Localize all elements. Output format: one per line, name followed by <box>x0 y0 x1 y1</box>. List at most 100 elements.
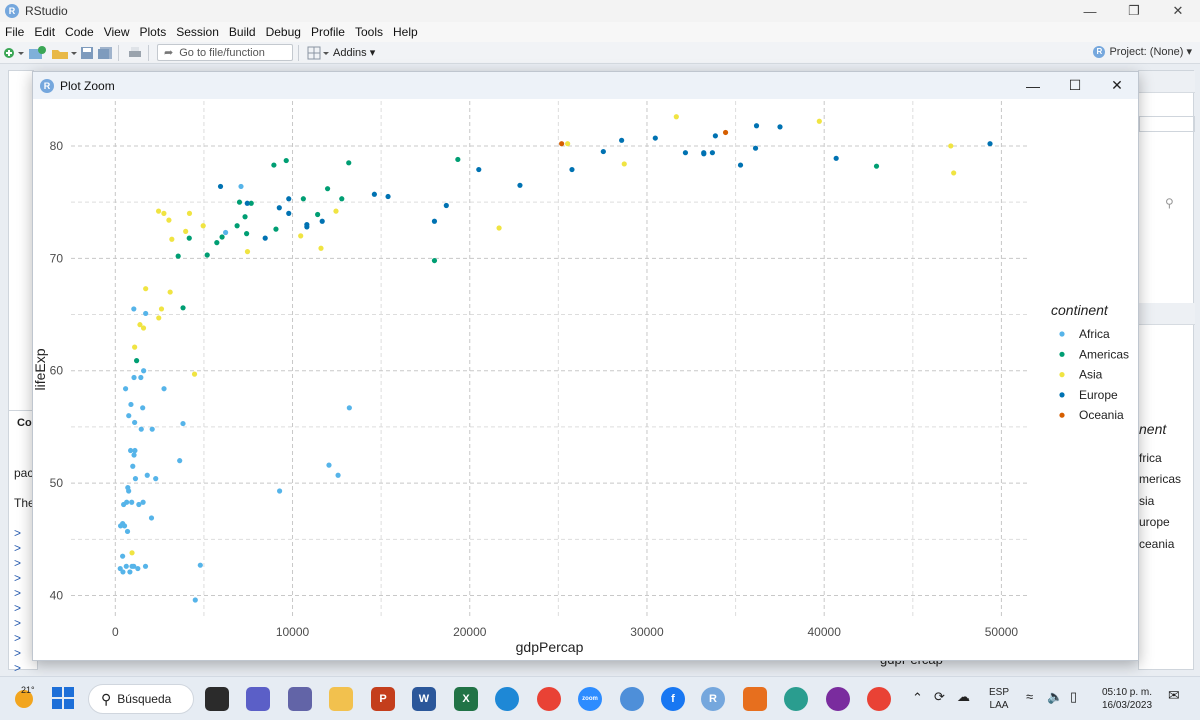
teams-chat-icon[interactable] <box>246 687 270 711</box>
data-point-europe <box>652 135 658 141</box>
search-app-icon[interactable] <box>784 687 808 711</box>
new-file-icon[interactable] <box>3 44 25 62</box>
language-indicator[interactable]: ESP LAA <box>988 687 1009 711</box>
console-tab[interactable]: Co <box>17 417 32 429</box>
menu-code[interactable]: Code <box>65 25 94 39</box>
grid-layout-icon[interactable] <box>307 44 329 62</box>
data-point-europe <box>286 210 292 216</box>
y-axis-label: lifeExp <box>33 348 48 390</box>
sync-icon[interactable]: ⟳ <box>934 689 945 704</box>
data-point-asia <box>183 228 189 234</box>
file-explorer-icon[interactable] <box>329 687 353 711</box>
save-all-icon[interactable] <box>97 44 113 62</box>
weather-widget[interactable]: 21° <box>10 683 40 713</box>
x-tick-label: 0 <box>112 625 119 639</box>
close-icon[interactable]: ✕ <box>1172 3 1184 18</box>
powerpoint-icon[interactable]: P <box>371 687 395 711</box>
taskbar-search[interactable]: ⚲ Búsqueda <box>88 684 194 714</box>
data-point-africa <box>132 476 139 482</box>
pane-search-field[interactable] <box>1139 116 1195 132</box>
edge-browser-icon[interactable] <box>495 687 519 711</box>
tray-overflow-icon[interactable]: ⌃ <box>912 690 923 705</box>
menu-edit[interactable]: Edit <box>34 25 56 39</box>
wifi-icon[interactable]: ≈ <box>1026 689 1034 704</box>
data-point-europe <box>833 155 839 161</box>
zoom-maximize-icon[interactable]: ☐ <box>1068 77 1082 93</box>
task-view-icon[interactable] <box>205 687 229 711</box>
addins-button[interactable]: Addins ▾ <box>333 47 376 59</box>
data-point-africa <box>138 426 144 432</box>
menu-profile[interactable]: Profile <box>310 25 345 39</box>
word-icon[interactable]: W <box>412 687 436 711</box>
project-selector[interactable]: R Project: (None) ▾ <box>1093 45 1192 58</box>
data-point-asia <box>951 170 957 176</box>
bg-legend-item: ceania <box>1139 537 1175 551</box>
data-point-africa <box>140 405 146 411</box>
data-point-americas <box>219 234 225 240</box>
data-point-europe <box>217 183 224 190</box>
data-point-europe <box>682 150 689 156</box>
data-point-africa <box>143 310 149 317</box>
bg-legend-item: frica <box>1139 451 1162 465</box>
save-icon[interactable] <box>80 44 94 62</box>
data-point-americas <box>431 257 438 264</box>
menu-file[interactable]: File <box>5 25 25 39</box>
chrome-profile-icon[interactable] <box>867 687 891 711</box>
menu-help[interactable]: Help <box>393 25 418 39</box>
notifications-icon[interactable]: ✉ <box>1168 687 1180 703</box>
matlab-icon[interactable] <box>743 687 767 711</box>
data-point-africa <box>142 563 149 569</box>
clock[interactable]: 05:10 p. m. 16/03/2023 <box>1101 687 1153 711</box>
menu-plots[interactable]: Plots <box>139 25 167 39</box>
data-point-asia <box>158 306 165 312</box>
environment-pane: ⚲ nent frica mericas sia urope ceania <box>1138 70 1195 670</box>
zoom-app-icon[interactable]: zoom <box>578 687 602 711</box>
zoom-minimize-icon[interactable]: — <box>1026 77 1040 94</box>
data-point-asia <box>137 322 143 328</box>
data-point-asia <box>132 344 138 350</box>
data-point-africa <box>121 523 128 529</box>
vpn-app-icon[interactable] <box>620 687 644 711</box>
widgets-icon[interactable] <box>288 687 312 711</box>
chrome-browser-icon[interactable] <box>537 687 561 711</box>
data-point-asia <box>156 315 162 321</box>
battery-icon[interactable]: ▯ <box>1070 689 1078 704</box>
github-icon[interactable] <box>826 687 850 711</box>
x-axis-label: gdpPercap <box>516 639 584 655</box>
goto-file-function-input[interactable]: ➦ Go to file/function <box>157 44 293 61</box>
minimize-icon[interactable]: — <box>1083 3 1097 19</box>
windows-start-icon[interactable] <box>52 687 74 712</box>
toolbar-divider <box>118 44 119 61</box>
data-point-africa <box>126 413 132 419</box>
legend-key-asia <box>1059 372 1065 378</box>
y-tick-label: 60 <box>50 364 64 378</box>
menu-view[interactable]: View <box>103 25 130 39</box>
menu-session[interactable]: Session <box>176 25 219 39</box>
new-project-icon[interactable] <box>28 44 48 62</box>
open-file-icon[interactable] <box>51 44 77 62</box>
data-point-africa <box>276 488 283 494</box>
search-icon[interactable]: ⚲ <box>1165 196 1174 210</box>
data-point-americas <box>242 214 248 220</box>
cloud-icon[interactable]: ☁ <box>957 689 970 704</box>
menu-debug[interactable]: Debug <box>265 25 301 39</box>
legend-label-americas: Americas <box>1079 347 1129 361</box>
data-point-europe <box>244 200 250 206</box>
data-point-africa <box>126 488 132 494</box>
data-point-europe <box>701 151 707 157</box>
pane-header <box>1139 71 1195 93</box>
data-point-europe <box>286 196 292 202</box>
data-point-asia <box>143 286 149 292</box>
maximize-icon[interactable]: ❐ <box>1128 3 1140 18</box>
volume-icon[interactable]: 🔈 <box>1047 689 1064 704</box>
facebook-icon[interactable]: f <box>661 687 685 711</box>
rstudio-taskbar-icon[interactable]: R <box>701 687 725 711</box>
data-point-americas <box>214 240 220 246</box>
toolbar-divider <box>148 44 149 61</box>
print-icon[interactable] <box>127 44 143 62</box>
menu-build[interactable]: Build <box>228 25 256 39</box>
excel-icon[interactable]: X <box>454 687 478 711</box>
menu-tools[interactable]: Tools <box>354 25 383 39</box>
y-tick-label: 40 <box>50 589 64 603</box>
zoom-close-icon[interactable]: ✕ <box>1111 77 1123 93</box>
